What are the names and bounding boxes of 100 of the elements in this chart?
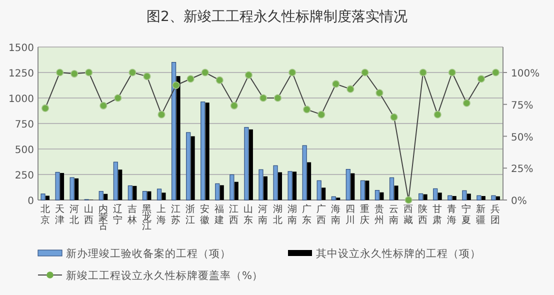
bar xyxy=(302,145,307,200)
bar xyxy=(258,169,264,200)
bar xyxy=(380,192,384,200)
x-tick-label: 兵团 xyxy=(490,203,501,226)
bar xyxy=(273,165,278,200)
y-tick-label: 1000 xyxy=(8,94,34,105)
x-tick-label: 陕西 xyxy=(418,203,428,226)
y2-tick-label: 100% xyxy=(511,68,540,80)
x-tick-label: 四川 xyxy=(345,204,356,226)
bar xyxy=(438,192,442,200)
bar xyxy=(418,193,424,200)
x-tick-label: 云南 xyxy=(389,204,400,226)
y2-tick-label: 50% xyxy=(511,132,534,144)
x-tick-label: 广西 xyxy=(316,203,326,226)
bar xyxy=(55,172,60,200)
x-tick-label: 天津 xyxy=(54,204,65,226)
x-tick-label: 山西 xyxy=(84,203,94,226)
bar xyxy=(491,195,496,200)
bar xyxy=(433,188,438,200)
bar xyxy=(278,172,282,200)
x-tick-label: 西藏 xyxy=(404,204,414,226)
bar xyxy=(476,195,482,200)
x-tick-label: 北京 xyxy=(40,203,50,226)
bar xyxy=(230,174,234,200)
y-tick-label: 1250 xyxy=(8,68,34,80)
x-tick-label: 黑龙江 xyxy=(142,204,152,232)
bar xyxy=(104,194,108,200)
bar xyxy=(156,188,162,200)
legend-label: 新办理竣工验收备案的工程（项） xyxy=(66,247,231,260)
bar xyxy=(462,190,467,200)
x-tick-label: 安徽 xyxy=(200,203,210,226)
bar xyxy=(118,170,122,200)
bar xyxy=(98,191,104,200)
x-tick-label: 河北 xyxy=(69,203,80,226)
x-tick-label: 内蒙古 xyxy=(98,203,108,232)
y-tick-label: 500 xyxy=(14,145,34,156)
bar xyxy=(346,169,350,200)
bar xyxy=(215,183,220,200)
x-tick-label: 宁夏 xyxy=(462,203,472,226)
x-tick-label: 吉林 xyxy=(126,203,138,226)
x-tick-label: 青海 xyxy=(447,203,458,226)
bar xyxy=(205,102,210,200)
x-tick-label: 甘肃 xyxy=(432,203,443,226)
x-tick-label: 河南 xyxy=(258,203,268,226)
y2-tick-label: 75% xyxy=(511,100,534,112)
y2-tick-label: 0% xyxy=(511,196,527,207)
x-tick-label: 贵州 xyxy=(374,203,384,226)
x-tick-label: 新疆 xyxy=(476,203,486,226)
chart-title: 图2、新竣工工程永久性标牌制度落实情况 xyxy=(146,9,408,25)
bar xyxy=(128,185,133,200)
x-tick-label: 福建 xyxy=(214,203,225,226)
x-tick-label: 辽宁 xyxy=(112,203,123,226)
bar xyxy=(142,191,148,200)
legend-label: 其中设立永久性标牌的工程（项） xyxy=(316,247,481,260)
x-tick-label: 重庆 xyxy=(360,203,370,226)
bar xyxy=(288,171,292,200)
bar xyxy=(481,196,486,200)
x-tick-label: 广东 xyxy=(302,203,312,226)
bar xyxy=(448,195,452,200)
bar xyxy=(171,62,176,200)
bar xyxy=(147,191,152,200)
bar xyxy=(322,188,326,200)
y-tick-label: 0 xyxy=(28,196,34,207)
x-tick-label: 江西 xyxy=(229,203,240,226)
bar xyxy=(70,177,74,200)
bar xyxy=(374,190,380,200)
x-tick-label: 海南 xyxy=(330,203,341,226)
bar xyxy=(190,136,195,200)
x-tick-label: 江苏 xyxy=(171,203,182,226)
y2-tick-label: 25% xyxy=(511,164,534,176)
bar xyxy=(244,127,249,200)
bar xyxy=(350,173,355,200)
y-tick-label: 750 xyxy=(14,120,34,130)
bar xyxy=(316,180,322,200)
bar xyxy=(307,162,312,200)
x-tick-label: 上海 xyxy=(156,203,167,226)
bar xyxy=(466,194,471,200)
x-tick-label: 湖北 xyxy=(272,203,283,226)
bar xyxy=(113,162,118,200)
bar xyxy=(452,196,456,200)
bar xyxy=(292,172,297,200)
bar xyxy=(200,102,206,200)
x-tick-label: 浙江 xyxy=(186,203,196,226)
bar xyxy=(423,194,428,200)
bar xyxy=(74,178,79,200)
bar xyxy=(162,192,166,200)
bar xyxy=(248,129,253,200)
bar xyxy=(60,172,64,200)
y-tick-label: 250 xyxy=(14,170,34,182)
bar xyxy=(40,194,46,200)
x-tick-label: 山东 xyxy=(244,203,254,226)
bar xyxy=(220,185,224,200)
y-tick-label: 1500 xyxy=(8,43,34,54)
bar xyxy=(360,180,366,200)
bar xyxy=(132,186,137,200)
bar xyxy=(234,182,238,200)
legend-label: 新竣工工程设立永久性标牌覆盖率（%） xyxy=(66,269,263,282)
bar xyxy=(331,196,336,200)
bar xyxy=(186,132,191,200)
bar xyxy=(263,176,268,200)
